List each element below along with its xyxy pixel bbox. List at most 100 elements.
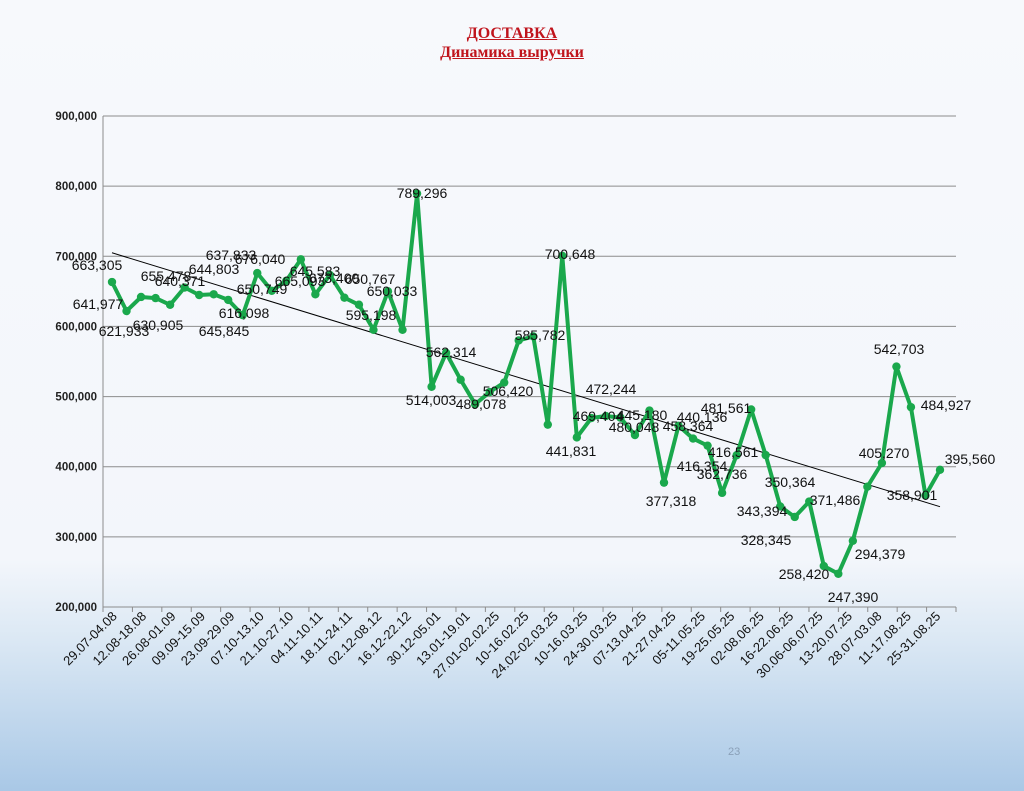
- data-label: 655,478: [141, 268, 192, 284]
- data-point: [645, 406, 654, 415]
- data-point: [572, 433, 582, 442]
- y-tick-label: 200,000: [55, 602, 97, 614]
- data-point: [253, 268, 262, 278]
- data-label: 258,420: [779, 566, 830, 582]
- data-label: 416,354: [677, 458, 728, 474]
- data-point: [906, 402, 916, 412]
- data-label: 645,583: [290, 263, 341, 279]
- data-label: 645,845: [199, 323, 250, 339]
- data-label: 585,782: [515, 327, 566, 343]
- data-point: [776, 502, 785, 511]
- data-point: [398, 325, 407, 334]
- y-tick-label: 800,000: [55, 181, 97, 193]
- data-label: 405,270: [859, 445, 910, 461]
- data-label: 472,244: [586, 381, 637, 397]
- data-point: [267, 286, 276, 296]
- data-point: [558, 251, 567, 261]
- y-tick-label: 600,000: [55, 321, 97, 333]
- title-line-1: ДОСТАВКА: [466, 25, 558, 42]
- data-point: [761, 450, 770, 460]
- data-label: 640,371: [155, 273, 206, 289]
- data-point: [790, 512, 799, 522]
- data-label: 616,098: [219, 305, 270, 321]
- data-point: [383, 287, 393, 296]
- data-label: 247,390: [828, 589, 879, 605]
- data-point: [122, 306, 131, 316]
- data-point: [180, 283, 189, 292]
- data-point: [717, 488, 727, 498]
- page-number: 23: [728, 746, 741, 758]
- data-label: 395,560: [945, 451, 996, 467]
- data-label: 445,180: [617, 407, 668, 423]
- data-point: [529, 332, 538, 341]
- data-point: [151, 293, 160, 303]
- data-point: [427, 382, 436, 391]
- data-label: 595,198: [346, 307, 397, 323]
- data-point: [674, 421, 683, 430]
- data-label: 294,379: [855, 546, 906, 562]
- data-label: 676,040: [235, 251, 286, 267]
- data-label: 371,486: [810, 492, 861, 508]
- data-label: 343,394: [737, 503, 788, 519]
- data-label: 700,648: [545, 246, 596, 262]
- data-point: [587, 413, 596, 423]
- data-label: 665,093: [275, 273, 326, 289]
- data-point: [340, 293, 349, 302]
- data-point: [819, 561, 828, 571]
- data-point: [659, 478, 669, 487]
- data-label: 358,901: [887, 487, 938, 503]
- data-point: [238, 310, 247, 320]
- data-label: 673,400: [309, 270, 360, 286]
- y-tick-label: 500,000: [55, 392, 97, 404]
- data-point: [630, 430, 640, 440]
- data-point: [224, 295, 233, 305]
- data-point: [616, 413, 625, 422]
- data-label: 514,003: [406, 392, 457, 408]
- data-label: 641,977: [73, 296, 124, 312]
- data-label: 650,749: [237, 281, 288, 297]
- data-label: 789,296: [397, 185, 448, 201]
- data-label: 377,318: [646, 493, 697, 509]
- data-point: [470, 400, 480, 409]
- data-label: 440,136: [677, 409, 728, 425]
- data-label: 562,314: [426, 344, 477, 360]
- data-point: [209, 290, 218, 299]
- data-point: [601, 411, 611, 421]
- data-point: [165, 300, 175, 309]
- data-point: [369, 325, 378, 334]
- data-point: [514, 336, 523, 345]
- data-label: 644,803: [189, 261, 240, 277]
- data-point: [935, 465, 945, 475]
- data-point: [136, 292, 146, 302]
- data-label: 621,933: [99, 323, 150, 339]
- data-point: [500, 378, 509, 387]
- data-point: [194, 290, 204, 300]
- data-point: [412, 189, 422, 198]
- data-label: 350,364: [765, 474, 816, 490]
- data-point: [441, 348, 451, 358]
- data-point: [485, 387, 494, 397]
- data-point: [282, 276, 291, 285]
- data-point: [805, 497, 814, 506]
- y-tick-label: 400,000: [55, 462, 97, 474]
- data-label: 650,767: [345, 271, 396, 287]
- data-point: [848, 536, 858, 545]
- data-point: [456, 375, 465, 384]
- data-label: 542,703: [874, 341, 925, 357]
- data-point: [325, 270, 335, 280]
- data-label: 328,345: [741, 532, 792, 548]
- data-label: 663,305: [72, 257, 123, 273]
- data-label: 441,831: [546, 443, 597, 459]
- data-point: [703, 441, 712, 450]
- data-point: [921, 491, 930, 500]
- data-point: [543, 420, 552, 429]
- data-point: [107, 277, 117, 287]
- y-tick-label: 700,000: [55, 251, 97, 263]
- data-label: 469,404: [573, 408, 624, 424]
- series-line: [110, 191, 942, 576]
- data-label: 458,364: [663, 418, 714, 434]
- data-label: 484,927: [921, 397, 972, 413]
- data-point: [877, 458, 887, 468]
- data-point: [688, 434, 698, 443]
